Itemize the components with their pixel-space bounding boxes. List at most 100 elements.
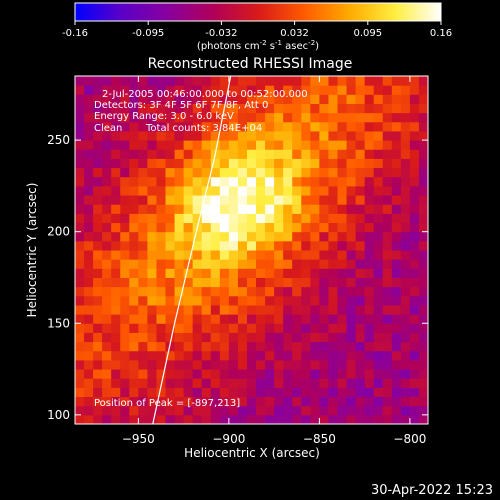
heatmap-cell [265,140,275,150]
heatmap-cell [192,341,203,352]
heatmap-cell [246,323,257,333]
heatmap-cell [373,195,384,205]
heatmap-cell [283,167,293,178]
heatmap-cell [310,286,320,297]
heatmap-cell [219,149,230,159]
colorbar-ticks: -0.16 -0.095 -0.032 0.032 0.095 0.16 [62,21,452,39]
heatmap-cell [346,130,357,141]
heatmap-cell [192,314,203,324]
heatmap-cell [256,121,266,132]
heatmap-cell [93,176,103,187]
heatmap-cell [355,213,366,224]
heatmap-cell [174,259,185,269]
heatmap-cell [138,350,148,361]
heatmap-cell [156,140,167,150]
heatmap-cell [283,304,293,315]
heatmap-cell [346,231,357,242]
heatmap-cell [418,112,428,123]
heatmap-cell [337,222,348,233]
heatmap-cell [165,85,176,95]
heatmap-cell [183,350,194,361]
heatmap-cell [75,332,85,343]
heatmap-cell [337,121,348,132]
heatmap-cell [246,204,257,214]
heatmap-cell [228,158,239,169]
heatmap-cell [192,304,203,315]
heatmap-cell [102,359,112,370]
heatmap-cell [75,304,85,315]
heatmap-cell [219,268,230,278]
heatmap-cell [337,286,348,297]
heatmap-cell [382,414,393,424]
heatmap-cell [391,204,402,214]
heatmap-cell [129,231,139,242]
heatmap-cell [364,323,375,333]
heatmap-cell [274,222,284,233]
heatmap-cell [210,277,221,288]
heatmap-cell [192,378,203,388]
heatmap-cell [409,350,420,361]
heatmap-cell [382,94,393,104]
heatmap-cell [111,231,121,242]
heatmap-cell [409,121,420,132]
heatmap-cell [256,103,266,114]
heatmap-cell [274,204,284,214]
heatmap-cell [246,121,257,132]
y-tick-label: 150 [47,316,70,330]
heatmap-cell [138,76,148,86]
heatmap-cell [373,387,384,398]
heatmap-cell [147,94,157,104]
heatmap-cell [228,240,239,251]
heatmap-cell [84,378,94,388]
heatmap-cell [138,286,148,297]
heatmap-cell [355,414,366,424]
heatmap-cell [391,76,402,86]
heatmap-cell [156,103,167,114]
heatmap-cell [246,250,257,260]
heatmap-cell [373,286,384,297]
heatmap-cell [409,195,420,205]
heatmap-cell [310,350,320,361]
heatmap-cell [373,332,384,343]
heatmap-cell [373,231,384,242]
heatmap-cell [256,323,266,333]
heatmap-cell [192,130,203,141]
heatmap-cell [283,213,293,224]
heatmap-cell [364,414,375,424]
heatmap-cell [301,240,311,251]
heatmap-cell [147,103,157,114]
heatmap-cell [237,76,248,86]
heatmap-cell [337,396,348,407]
heatmap-cell [382,121,393,132]
heatmap-cell [265,195,275,205]
heatmap-cell [328,277,338,288]
heatmap-cell [256,314,266,324]
heatmap-cell [256,176,266,187]
heatmap-cell [237,195,248,205]
heatmap-cell [382,332,393,343]
heatmap-cell [147,387,157,398]
heatmap-cell [138,295,148,306]
heatmap-cell [256,195,266,205]
heatmap-cell [111,369,121,379]
heatmap-cell [301,130,311,141]
heatmap-cell [246,378,257,388]
heatmap-cell [174,314,185,324]
heatmap-cell [328,323,338,333]
heatmap-image [75,76,428,424]
heatmap-cell [373,323,384,333]
heatmap-cell [346,387,357,398]
heatmap-cell [75,359,85,370]
heatmap-cell [256,350,266,361]
heatmap-cell [256,387,266,398]
heatmap-cell [292,350,302,361]
heatmap-cell [192,350,203,361]
heatmap-cell [219,204,230,214]
heatmap-cell [219,112,230,123]
heatmap-cell [174,387,185,398]
heatmap-cell [84,204,94,214]
heatmap-cell [265,286,275,297]
heatmap-cell [156,295,167,306]
heatmap-cell [409,185,420,196]
heatmap-cell [382,250,393,260]
